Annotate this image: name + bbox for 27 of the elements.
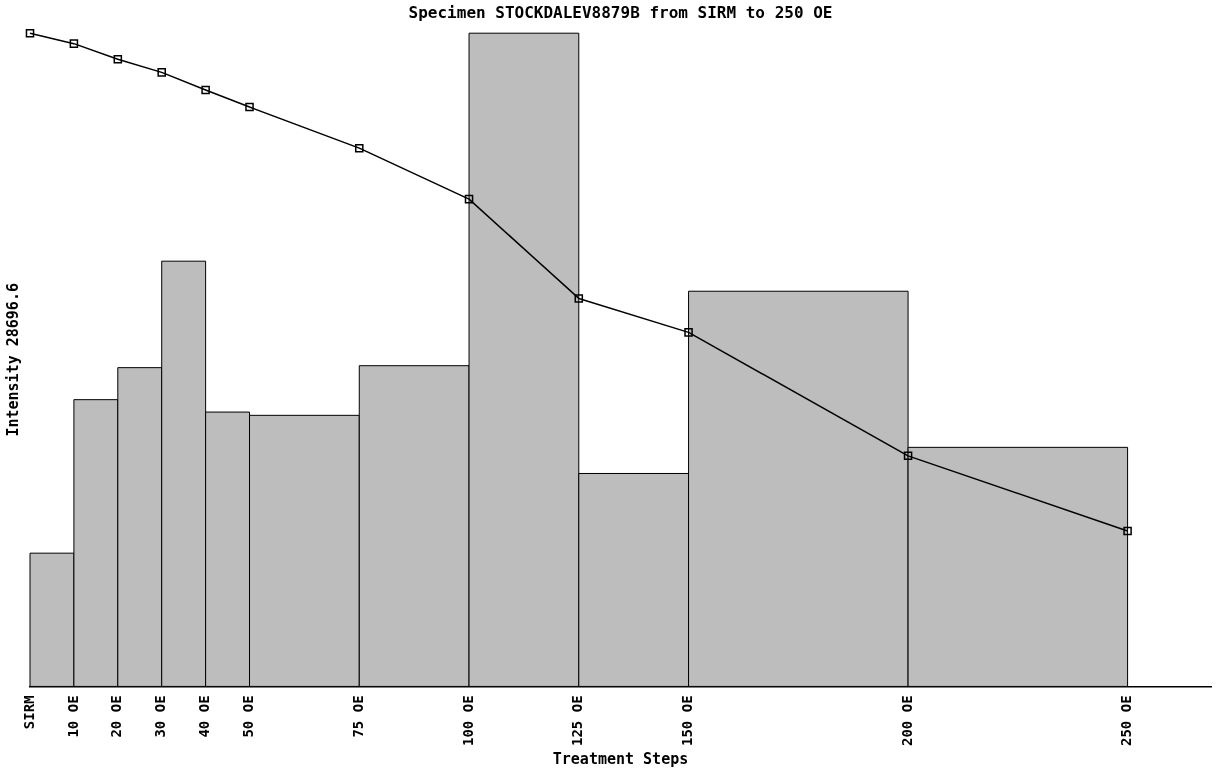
point (113, 55, 123, 64)
x-tick-label: 200 OE (898, 695, 915, 747)
point (464, 194, 474, 204)
x-tick-label: 75 OE (349, 695, 366, 738)
x-tick-label: 10 OE (64, 695, 81, 738)
x-tick-label: 100 OE (459, 695, 476, 747)
x-axis-title: Treatment Steps (552, 749, 689, 768)
point (201, 85, 210, 95)
point (684, 328, 693, 337)
point (25, 28, 35, 38)
point (574, 294, 584, 303)
point (903, 451, 913, 461)
point (157, 68, 166, 77)
x-tick-label: 50 OE (240, 695, 257, 738)
point (1123, 526, 1132, 536)
x-tick-label: 150 OE (679, 695, 696, 747)
y-axis-title: Intensity 28696.6 (3, 283, 22, 437)
point (245, 102, 254, 112)
chart-title: Specimen STOCKDALEV8879B from SIRM to 250 OE (408, 2, 833, 22)
point (69, 39, 79, 48)
x-tick-label: 40 OE (196, 695, 213, 738)
x-tick-label: 30 OE (152, 695, 169, 738)
x-tick-label: 250 OE (1118, 695, 1135, 747)
x-tick-label: 20 OE (108, 695, 125, 738)
point (354, 143, 364, 153)
x-tick-label: SIRM (20, 695, 37, 730)
x-tick-label: 125 OE (569, 695, 586, 747)
